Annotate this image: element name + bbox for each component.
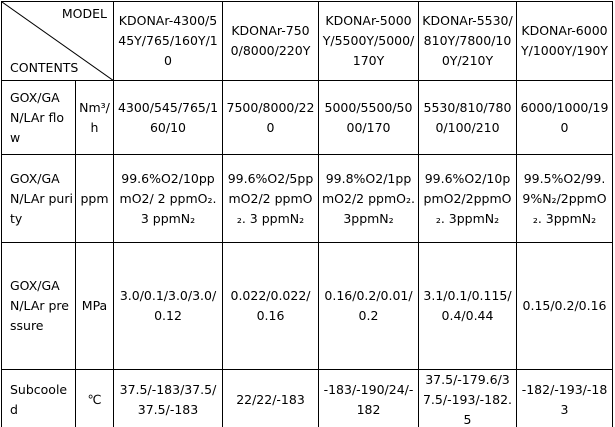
header-row: MODEL CONTENTS KDONAr-4300/545Y/765/160Y… [1, 1, 613, 81]
diagonal [2, 2, 114, 81]
data-row: GOX/GAN/LAr pressure MPa 3.0/0.1/3.0/3.0/0… [1, 242, 613, 370]
value-cell: 99.5%O2/99.9%N₂/2ppmO₂. 3ppmN₂ [516, 154, 613, 243]
value-cell: 6000/1000/190 [516, 80, 613, 155]
value-cell: 99.8%O2/1ppmO2/2 ppmO₂. 3ppmN₂ [318, 154, 419, 243]
value-cell: 0.022/0.022/0.16 [222, 242, 319, 370]
value-cell: 4300/545/765/160/10 [113, 80, 223, 155]
unit: Nm³/h [75, 80, 114, 155]
value-cell: 99.6%O2/5ppmO2/2 ppmO₂. 3 ppmN₂ [222, 154, 319, 243]
value-cell: 3.1/0.1/0.115/0.4/0.44 [418, 242, 517, 370]
data-row: GOX/GAN/LAr purity ppm 99.6%O2/10ppmO2/ 2 … [1, 154, 613, 243]
row-label: GOX/GAN/LAr flow [1, 80, 76, 155]
row-label: GOX/GAN/LAr purity [1, 154, 76, 243]
value-cell: 5000/5500/5000/170 [318, 80, 419, 155]
data-row: GOX/GAN/LAr flow Nm³/h 4300/545/765/160/10… [1, 80, 613, 155]
value-cell: 7500/8000/220 [222, 80, 319, 155]
value-cell: -183/-190/24/-182 [318, 369, 419, 427]
corner-cell: MODEL CONTENTS [1, 1, 114, 81]
value-cell: 99.6%O2/10ppmO2/ 2 ppmO₂. 3 ppmN₂ [113, 154, 223, 243]
model-header: KDONAr-7500/8000/220Y [222, 1, 319, 81]
unit: ℃ [75, 369, 114, 427]
value-cell: 5530/810/7800/100/210 [418, 80, 517, 155]
unit: MPa [75, 242, 114, 370]
value-cell: 0.15/0.2/0.16 [516, 242, 613, 370]
model-header: KDONAr-5000Y/5500Y/5000/170Y [318, 1, 419, 81]
value-cell: 0.16/0.2/0.01/0.2 [318, 242, 419, 370]
model-header: KDONAr-4300/545Y/765/160Y/10 [113, 1, 223, 81]
unit: ppm [75, 154, 114, 243]
contents-label: CONTENTS [10, 60, 79, 75]
row-label: GOX/GAN/LAr pressure [1, 242, 76, 370]
model-header: KDONAr-5530/810Y/7800/100Y/210Y [418, 1, 517, 81]
value-cell: 37.5/-183/37.5/37.5/-183 [113, 369, 223, 427]
data-row: Subcooled ℃ 37.5/-183/37.5/37.5/-183 22/22/… [1, 369, 613, 427]
value-cell: 3.0/0.1/3.0/3.0/0.12 [113, 242, 223, 370]
value-cell: 99.6%O2/10ppmO2/2ppmO₂. 3ppmN₂ [418, 154, 517, 243]
value-cell: 37.5/-179.6/37.5/-193/-182.5 [418, 369, 517, 427]
value-cell: 22/22/-183 [222, 369, 319, 427]
model-label: MODEL [61, 6, 107, 21]
value-cell: -182/-193/-183 [516, 369, 613, 427]
row-label: Subcooled [1, 369, 76, 427]
model-header: KDONAr-6000Y/1000Y/190Y [516, 1, 613, 81]
